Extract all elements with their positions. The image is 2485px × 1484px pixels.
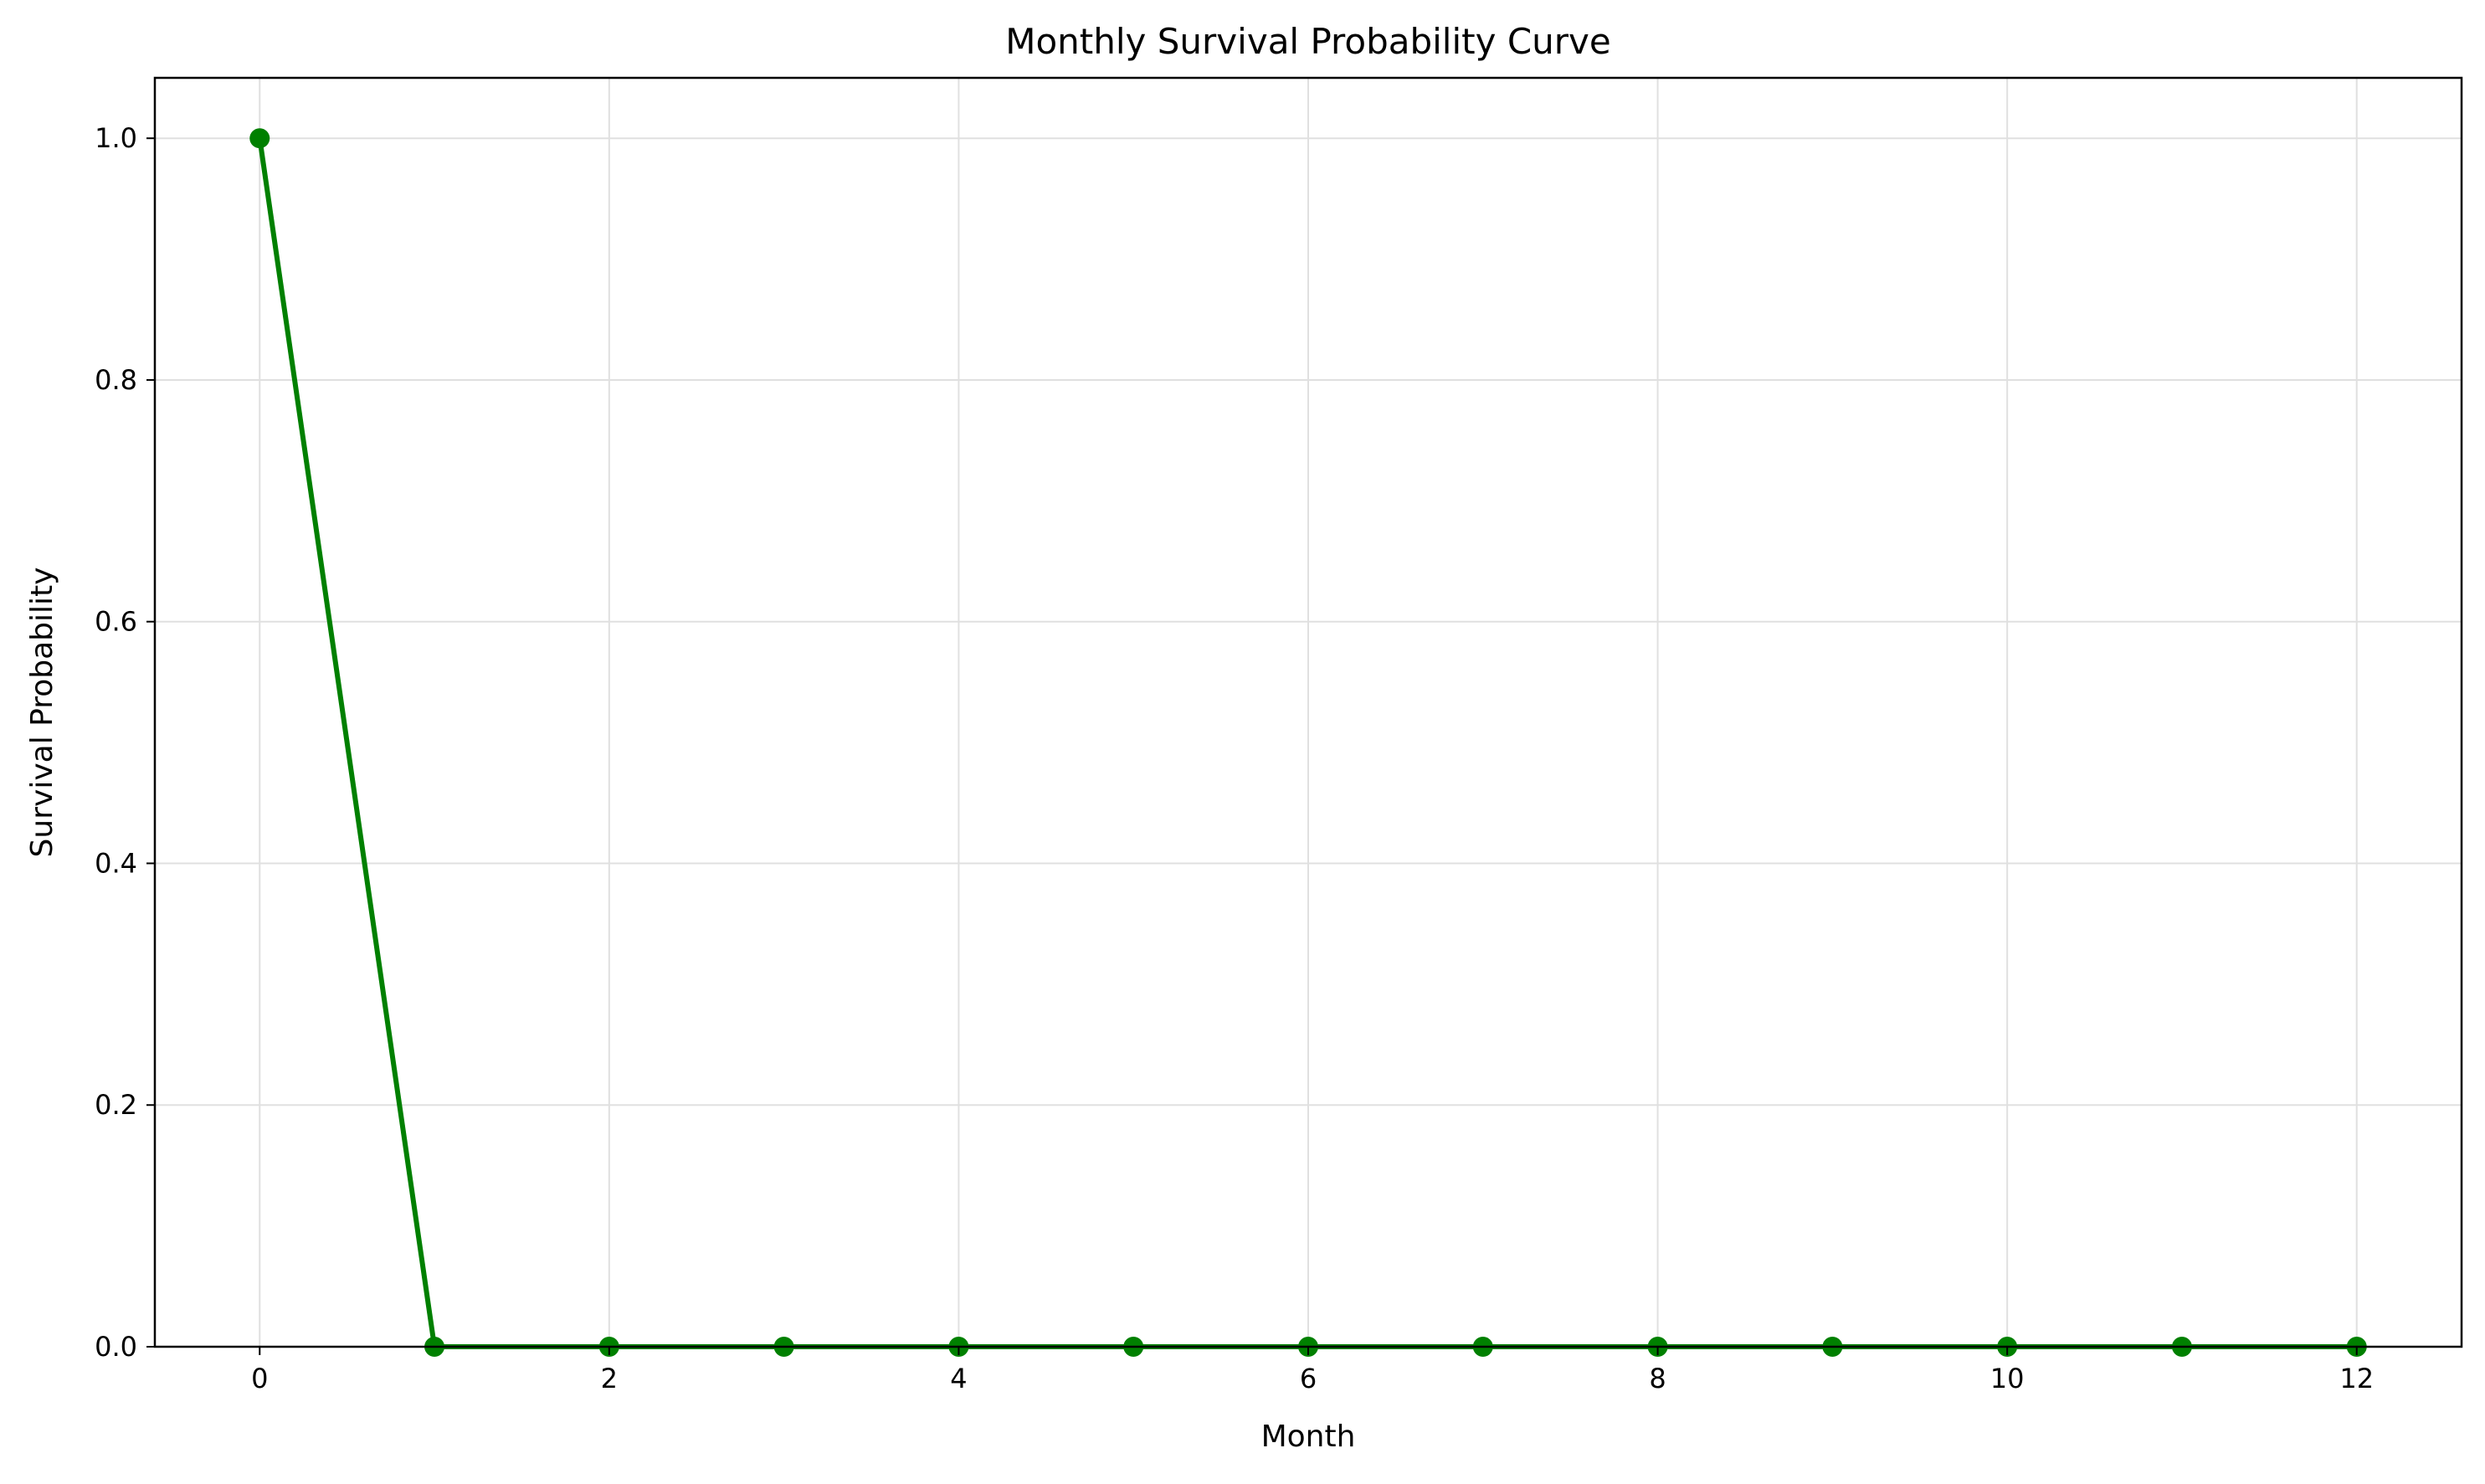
y-tick-label: 0.6 [95,606,137,638]
x-tick-label: 10 [1990,1363,2025,1394]
y-tick-label: 1.0 [95,122,137,154]
grid-lines [155,78,2462,1348]
x-tick-label: 8 [1649,1363,1666,1394]
x-tick-label: 0 [251,1363,268,1394]
x-tick-label: 12 [2339,1363,2374,1394]
x-tick-label: 2 [601,1363,618,1394]
tick-layer: 0 2 4 6 8 10 12 0.0 0.2 0.4 0.6 0.8 1.0 [95,122,2374,1394]
data-point [249,128,270,149]
y-tick-label: 0.8 [95,364,137,396]
y-tick-label: 0.4 [95,847,137,879]
y-tick-label: 0.2 [95,1089,137,1121]
y-tick-label: 0.0 [95,1331,137,1363]
x-axis-label: Month [1261,1420,1356,1454]
y-axis-label: Survival Probability [25,567,59,858]
x-tick-label: 4 [950,1363,967,1394]
x-tick-label: 6 [1300,1363,1317,1394]
chart-title: Monthly Survival Probability Curve [1005,21,1610,62]
